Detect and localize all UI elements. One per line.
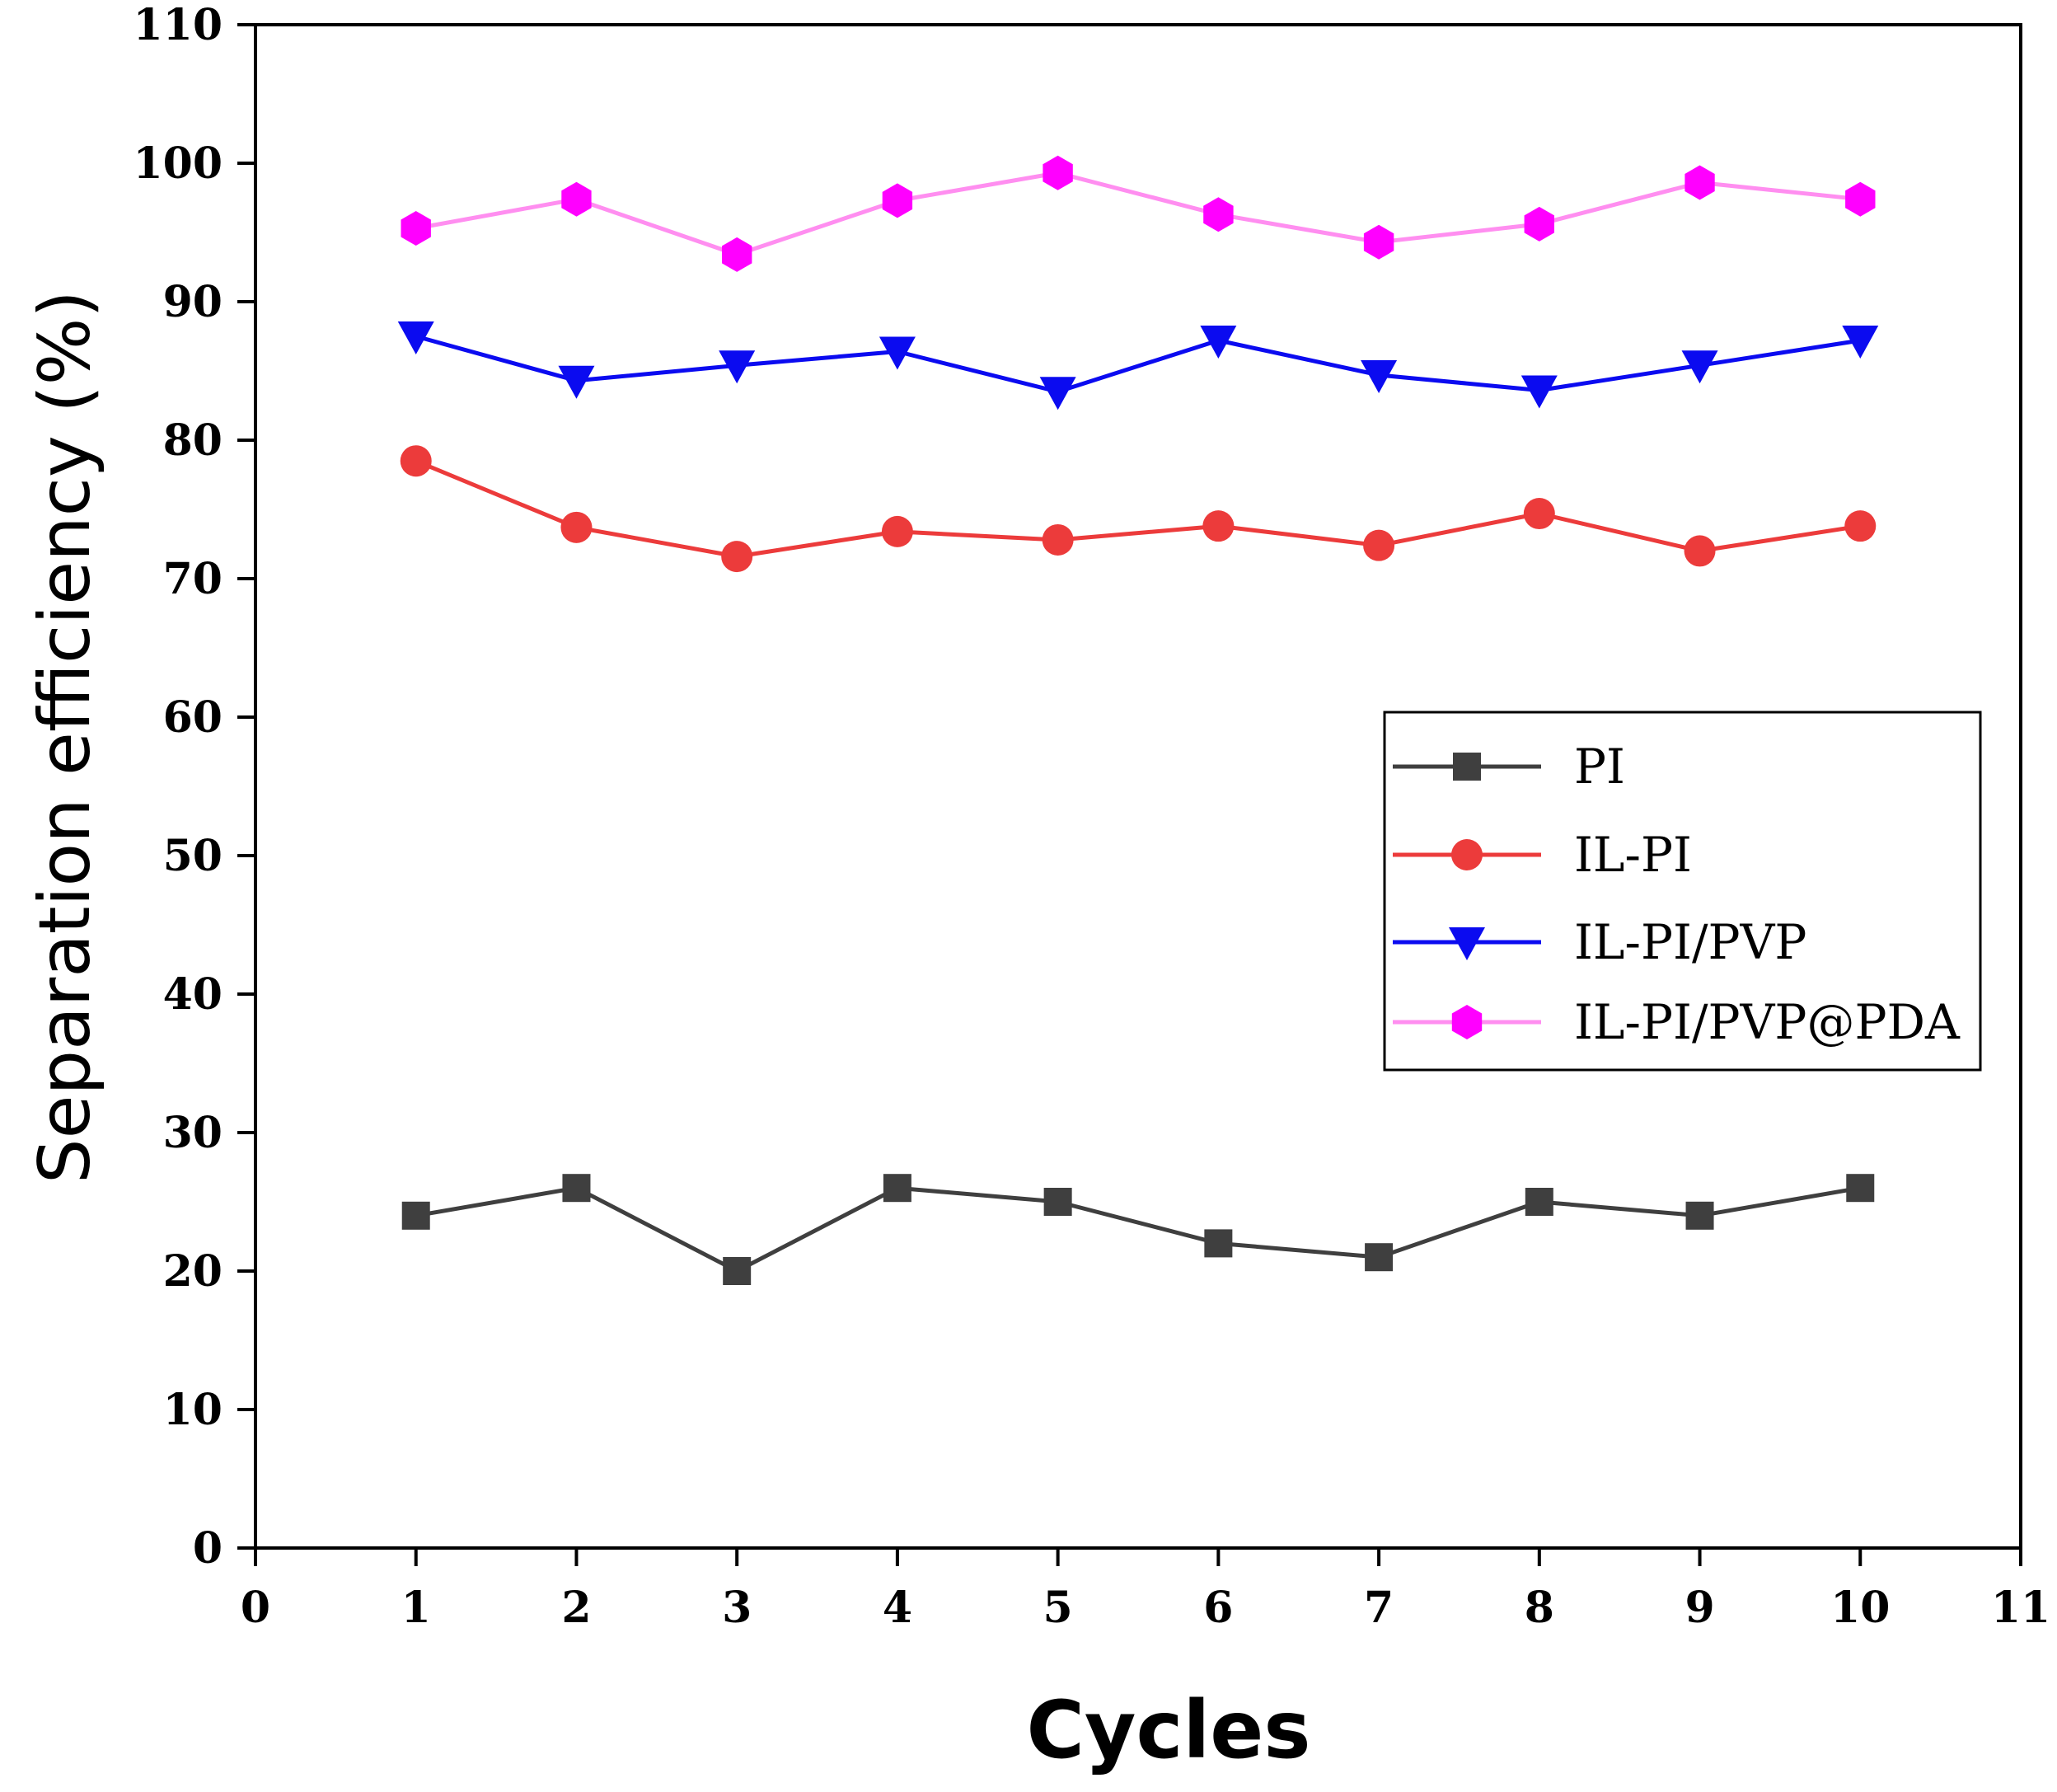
- data-point: [881, 515, 913, 547]
- legend-label: PI: [1574, 739, 1625, 795]
- x-tick-label: 8: [1525, 1583, 1554, 1633]
- data-point: [1842, 326, 1879, 359]
- data-point: [1685, 1201, 1714, 1230]
- legend-item: IL-PI/PVP: [1393, 914, 1806, 970]
- data-point: [1363, 224, 1394, 260]
- series-pi: [401, 1174, 1875, 1285]
- legend-label: IL-PI: [1574, 827, 1692, 883]
- data-point: [1043, 155, 1073, 190]
- data-point: [400, 445, 432, 477]
- data-point: [560, 511, 593, 543]
- data-point: [1203, 197, 1234, 232]
- data-point: [722, 237, 752, 272]
- data-point: [1200, 326, 1237, 359]
- y-tick-label: 20: [163, 1246, 223, 1297]
- data-point: [1039, 377, 1076, 410]
- legend-marker: [1451, 1005, 1483, 1039]
- data-point: [558, 365, 595, 399]
- data-point: [1684, 165, 1715, 200]
- data-point: [1361, 360, 1398, 394]
- data-point: [1043, 1188, 1072, 1216]
- series-layer: [397, 155, 1879, 1285]
- series-il-pi-pvp-pda: [401, 155, 1876, 272]
- plot-area: [254, 23, 2022, 1550]
- y-tick-label: 60: [163, 692, 223, 743]
- x-tick-label: 9: [1684, 1583, 1714, 1633]
- data-point: [882, 183, 913, 218]
- data-point: [1524, 206, 1554, 242]
- axis-ticks: [237, 23, 2022, 1566]
- series-il-pi: [400, 445, 1877, 573]
- y-tick-label: 10: [163, 1385, 223, 1435]
- data-point: [1681, 350, 1718, 384]
- series-line: [415, 1185, 1861, 1274]
- series-line: [415, 171, 1861, 257]
- x-axis-title: Cycles: [1026, 1684, 1310, 1776]
- y-tick-label: 80: [163, 415, 223, 466]
- legend: PI IL-PI IL-PI/PVP IL-PI/PVP@PDA: [1383, 711, 1982, 1072]
- y-tick-label: 0: [193, 1523, 223, 1574]
- data-point: [1525, 1188, 1553, 1216]
- x-tick-label: 0: [241, 1583, 270, 1633]
- data-point: [723, 1257, 752, 1285]
- x-tick-label: 10: [1830, 1583, 1890, 1633]
- data-point: [1204, 1229, 1233, 1258]
- legend-item: PI: [1393, 739, 1625, 795]
- x-tick-label: 2: [561, 1583, 591, 1633]
- data-point: [879, 336, 916, 370]
- legend-item: IL-PI/PVP@PDA: [1393, 994, 1961, 1050]
- data-point: [1365, 1243, 1394, 1272]
- plot-frame: [254, 23, 2022, 1550]
- data-point: [401, 1201, 430, 1230]
- legend-label: IL-PI/PVP@PDA: [1574, 994, 1961, 1050]
- data-point: [719, 350, 756, 384]
- data-point: [1520, 375, 1558, 409]
- x-tick-label: 3: [722, 1583, 752, 1633]
- legend-box: [1383, 711, 1982, 1072]
- legend-marker: [1451, 839, 1483, 870]
- y-tick-label: 70: [163, 554, 223, 604]
- data-point: [1042, 523, 1074, 556]
- data-point: [401, 211, 431, 246]
- y-axis-title: Separation efficiency (%): [24, 290, 106, 1184]
- y-tick-label: 40: [163, 969, 223, 1020]
- x-tick-label: 5: [1043, 1583, 1073, 1633]
- x-tick-label: 4: [883, 1583, 912, 1633]
- x-tick-label: 1: [401, 1583, 431, 1633]
- data-point: [397, 321, 434, 354]
- y-tick-label: 110: [133, 0, 223, 50]
- x-tick-label: 7: [1364, 1583, 1394, 1633]
- legend-marker: [1449, 927, 1485, 960]
- series-line: [415, 334, 1861, 394]
- x-tick-label: 11: [1991, 1583, 2050, 1633]
- data-point: [1684, 535, 1716, 567]
- y-tick-label: 30: [163, 1108, 223, 1158]
- data-point: [1845, 181, 1876, 217]
- data-point: [562, 1174, 591, 1203]
- data-point: [721, 541, 753, 573]
- y-tick-label: 50: [163, 831, 223, 881]
- data-point: [1846, 1174, 1875, 1203]
- legend-label: IL-PI/PVP: [1574, 914, 1806, 970]
- series-line: [415, 458, 1861, 559]
- data-point: [1363, 529, 1395, 561]
- data-point: [1202, 510, 1235, 542]
- x-tick-label: 6: [1203, 1583, 1233, 1633]
- y-tick-label: 100: [133, 138, 223, 189]
- data-point: [1844, 510, 1877, 542]
- y-tick-label: 90: [163, 277, 223, 327]
- series-il-pi-pvp: [397, 321, 1879, 410]
- legend-marker: [1453, 753, 1481, 781]
- legend-item: IL-PI: [1393, 827, 1692, 883]
- data-point: [561, 181, 592, 217]
- data-point: [883, 1174, 911, 1203]
- y-axis-tick-labels: 0 10 20 30 40 50 60 70 80 90 100 110: [133, 0, 223, 1574]
- x-axis-tick-labels: 0 1 2 3 4 5 6 7 8 9 10 11: [241, 1583, 2050, 1633]
- data-point: [1523, 498, 1555, 530]
